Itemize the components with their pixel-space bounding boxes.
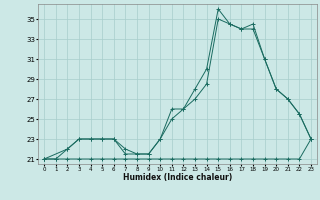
X-axis label: Humidex (Indice chaleur): Humidex (Indice chaleur) [123, 173, 232, 182]
